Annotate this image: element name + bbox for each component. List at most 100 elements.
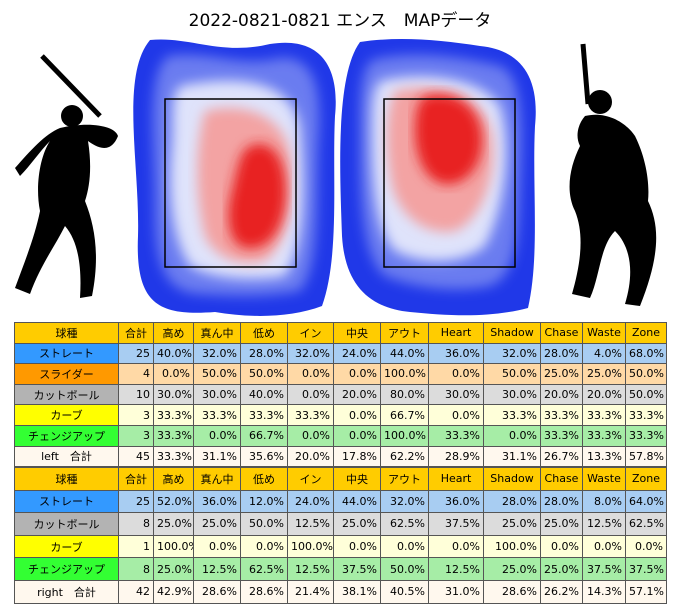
cell: 21.4% bbox=[287, 579, 334, 604]
header-cell: Heart bbox=[428, 467, 484, 491]
cell: 8.0% bbox=[582, 489, 626, 514]
cell: 3 bbox=[118, 424, 154, 447]
cell: 30.0% bbox=[483, 383, 541, 406]
cell: 20.0% bbox=[287, 445, 334, 468]
header-cell: Chase bbox=[540, 322, 583, 344]
cell: 0.0% bbox=[333, 424, 381, 447]
cell: 100.0% bbox=[153, 534, 194, 559]
header-cell: Zone bbox=[625, 322, 667, 344]
header-cell: Shadow bbox=[483, 322, 541, 344]
cell: 33.3% bbox=[153, 424, 194, 447]
right-heatmap bbox=[340, 39, 536, 316]
cell: 0.0% bbox=[287, 424, 334, 447]
cell: 66.7% bbox=[380, 404, 429, 426]
cell: 0.0% bbox=[333, 404, 381, 426]
header-cell: Shadow bbox=[483, 467, 541, 491]
cell: 36.0% bbox=[428, 342, 484, 365]
cell: 0.0% bbox=[625, 534, 667, 559]
header-cell: アウト bbox=[380, 467, 429, 491]
table-row: left 合計 45 33.3% 31.1% 35.6% 20.0% 17.8% 62.2% 2… bbox=[14, 445, 667, 468]
cell: 37.5% bbox=[582, 557, 626, 581]
pitch-name: left 合計 bbox=[14, 445, 119, 468]
table-row: カットボール 8 25.0% 25.0% 50.0% 12.5% 25.0% 62.5% 37.… bbox=[14, 512, 667, 536]
table-row: チェンジアップ 8 25.0% 12.5% 62.5% 12.5% 37.5% 50.0% 12… bbox=[14, 557, 667, 581]
cell: 28.0% bbox=[540, 342, 583, 365]
header-cell: 合計 bbox=[118, 467, 154, 491]
cell: 25.0% bbox=[333, 512, 381, 536]
cell: 0.0% bbox=[287, 383, 334, 406]
cell: 64.0% bbox=[625, 489, 667, 514]
cell: 32.0% bbox=[380, 489, 429, 514]
cell: 0.0% bbox=[333, 363, 381, 385]
pitch-name: チェンジアップ bbox=[14, 424, 119, 447]
cell: 25 bbox=[118, 489, 154, 514]
left-batter bbox=[15, 54, 118, 298]
cell: 25.0% bbox=[582, 363, 626, 385]
cell: 32.0% bbox=[483, 342, 541, 365]
cell: 0.0% bbox=[380, 534, 429, 559]
header-cell: 真ん中 bbox=[193, 322, 241, 344]
cell: 40.0% bbox=[240, 383, 288, 406]
title: 2022-0821-0821 エンス MAPデータ bbox=[188, 11, 492, 31]
cell: 33.3% bbox=[625, 424, 667, 447]
cell: 17.8% bbox=[333, 445, 381, 468]
cell: 62.5% bbox=[625, 512, 667, 536]
cell: 31.0% bbox=[428, 579, 484, 604]
cell: 25.0% bbox=[483, 512, 541, 536]
cell: 36.0% bbox=[428, 489, 484, 514]
cell: 12.5% bbox=[582, 512, 626, 536]
cell: 33.3% bbox=[287, 404, 334, 426]
cell: 25.0% bbox=[153, 557, 194, 581]
header-cell: 球種 bbox=[14, 322, 119, 344]
cell: 33.3% bbox=[540, 424, 583, 447]
cell: 28.6% bbox=[193, 579, 241, 604]
right-batter bbox=[569, 43, 657, 307]
cell: 33.3% bbox=[483, 404, 541, 426]
cell: 30.0% bbox=[153, 383, 194, 406]
cell: 40.0% bbox=[153, 342, 194, 365]
cell: 0.0% bbox=[153, 363, 194, 385]
cell: 0.0% bbox=[483, 424, 541, 447]
cell: 25 bbox=[118, 342, 154, 365]
cell: 0.0% bbox=[240, 534, 288, 559]
cell: 25.0% bbox=[153, 512, 194, 536]
cell: 20.0% bbox=[540, 383, 583, 406]
table-row: カーブ1100.0%0.0%0.0%100.0%0.0%0.0%0.0%100.… bbox=[14, 534, 667, 559]
cell: 0.0% bbox=[193, 534, 241, 559]
cell: 45 bbox=[118, 445, 154, 468]
header-cell: 高め bbox=[153, 467, 194, 491]
cell: 30.0% bbox=[428, 383, 484, 406]
pitch-name: right 合計 bbox=[14, 579, 119, 604]
cell: 25.0% bbox=[193, 512, 241, 536]
table-row: ストレート 25 40.0% 32.0% 28.0% 32.0% 24.0% 44.0% 36.… bbox=[14, 342, 667, 365]
cell: 25.0% bbox=[483, 557, 541, 581]
header-cell: 真ん中 bbox=[193, 467, 241, 491]
header-cell: 球種 bbox=[14, 467, 119, 491]
cell: 26.7% bbox=[540, 445, 583, 468]
header-cell: イン bbox=[287, 467, 334, 491]
cell: 28.0% bbox=[240, 342, 288, 365]
pitch-name: カーブ bbox=[14, 534, 119, 559]
cell: 44.0% bbox=[333, 489, 381, 514]
cell: 28.6% bbox=[483, 579, 541, 604]
cell: 32.0% bbox=[193, 342, 241, 365]
header-cell: Waste bbox=[582, 467, 626, 491]
cell: 42 bbox=[118, 579, 154, 604]
cell: 33.3% bbox=[153, 404, 194, 426]
header-cell: Heart bbox=[428, 322, 484, 344]
cell: 24.0% bbox=[287, 489, 334, 514]
cell: 4 bbox=[118, 363, 154, 385]
cell: 36.0% bbox=[193, 489, 241, 514]
cell: 0.0% bbox=[193, 424, 241, 447]
cell: 14.3% bbox=[582, 579, 626, 604]
cell: 40.5% bbox=[380, 579, 429, 604]
cell: 12.5% bbox=[287, 512, 334, 536]
pitch-name: チェンジアップ bbox=[14, 557, 119, 581]
pitch-name: カーブ bbox=[14, 404, 119, 426]
cell: 50.0% bbox=[240, 512, 288, 536]
table-row: チェンジアップ 3 33.3% 0.0% 66.7% 0.0% 0.0% 100.0% 33.3… bbox=[14, 424, 667, 447]
cell: 44.0% bbox=[380, 342, 429, 365]
cell: 1 bbox=[118, 534, 154, 559]
cell: 0.0% bbox=[582, 534, 626, 559]
cell: 20.0% bbox=[582, 383, 626, 406]
